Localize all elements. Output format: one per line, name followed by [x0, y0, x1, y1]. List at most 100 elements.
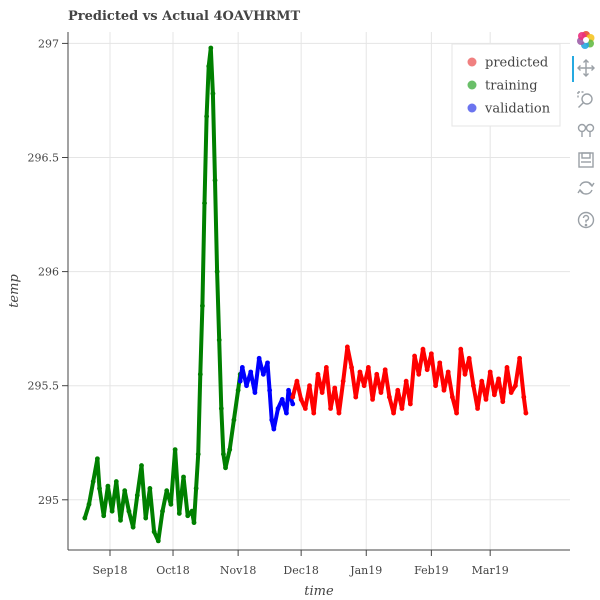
y-tick-label: 296	[38, 266, 59, 279]
point-training	[95, 456, 100, 462]
point-training	[90, 479, 96, 484]
point-training	[235, 387, 241, 393]
point-training	[214, 269, 220, 275]
point-training	[193, 485, 199, 491]
point-predicted	[523, 410, 529, 416]
point-predicted	[386, 394, 392, 400]
legend-marker-training	[467, 80, 477, 90]
point-training	[185, 513, 191, 519]
point-predicted	[353, 394, 359, 400]
point-training	[223, 465, 228, 471]
point-predicted	[307, 383, 312, 389]
point-predicted	[466, 355, 472, 361]
point-training	[218, 406, 224, 411]
y-tick-label: 295	[38, 494, 59, 507]
point-training	[155, 538, 161, 544]
point-predicted	[512, 383, 518, 389]
point-predicted	[504, 365, 510, 370]
point-training	[176, 511, 182, 516]
point-predicted	[496, 376, 501, 382]
point-predicted	[315, 371, 321, 377]
point-training	[221, 451, 226, 457]
point-validation	[248, 369, 254, 375]
point-validation	[244, 383, 249, 389]
point-predicted	[470, 383, 476, 389]
point-training	[160, 508, 165, 514]
point-training	[200, 303, 205, 309]
point-training	[172, 447, 178, 452]
point-validation	[267, 387, 273, 393]
point-predicted	[508, 390, 514, 395]
legend-label-predicted: predicted	[485, 56, 548, 71]
x-tick-label: Oct18	[156, 564, 190, 577]
box-zoom-icon[interactable]	[576, 90, 596, 110]
point-predicted	[487, 369, 493, 375]
point-training	[118, 517, 123, 523]
point-training	[126, 508, 132, 514]
point-validation	[271, 426, 277, 432]
point-predicted	[462, 371, 468, 377]
point-validation	[290, 401, 296, 407]
point-validation	[265, 360, 270, 366]
series-training	[82, 46, 243, 543]
point-training	[130, 524, 136, 530]
point-predicted	[328, 406, 333, 411]
point-training	[191, 520, 197, 526]
point-validation	[239, 365, 245, 370]
point-training	[151, 529, 157, 535]
point-predicted	[483, 396, 489, 402]
point-predicted	[319, 390, 325, 395]
point-training	[82, 515, 88, 521]
plot-series	[82, 45, 529, 544]
x-tick-label: Jan19	[349, 564, 382, 577]
point-training	[210, 91, 216, 97]
point-predicted	[357, 369, 363, 375]
point-validation	[252, 390, 258, 395]
legend-marker-validation	[467, 103, 477, 113]
save-icon[interactable]	[576, 150, 596, 170]
point-predicted	[433, 383, 438, 389]
reset-icon[interactable]	[576, 178, 596, 198]
y-tick-label: 296.5	[28, 152, 60, 165]
point-training	[134, 492, 140, 498]
point-training	[109, 508, 115, 514]
point-predicted	[323, 365, 329, 370]
point-training	[164, 488, 170, 494]
point-predicted	[294, 378, 300, 384]
help-icon[interactable]	[576, 210, 596, 230]
point-validation	[279, 396, 285, 402]
point-predicted	[336, 410, 342, 416]
point-training	[139, 463, 144, 468]
point-predicted	[500, 399, 506, 405]
bokeh-logo-icon[interactable]	[576, 30, 596, 50]
point-predicted	[374, 371, 380, 377]
point-predicted	[475, 406, 480, 411]
x-tick-label: Dec18	[283, 564, 319, 577]
point-training	[143, 515, 149, 521]
x-tick-label: Nov18	[220, 564, 256, 577]
point-training	[204, 114, 210, 119]
point-predicted	[458, 346, 464, 352]
point-training	[202, 200, 207, 206]
point-predicted	[378, 390, 384, 395]
point-validation	[275, 406, 281, 411]
point-training	[122, 488, 128, 494]
point-predicted	[370, 396, 375, 402]
point-predicted	[424, 367, 430, 373]
point-predicted	[454, 410, 459, 416]
point-predicted	[416, 371, 422, 377]
point-validation	[284, 410, 289, 416]
point-training	[197, 371, 203, 377]
point-predicted	[382, 367, 388, 373]
y-tick-label: 295.5	[28, 380, 60, 393]
wheel-zoom-icon[interactable]	[576, 120, 596, 140]
point-predicted	[428, 351, 434, 357]
point-training	[181, 474, 186, 480]
point-predicted	[391, 410, 396, 416]
point-predicted	[441, 387, 447, 393]
x-tick-label: Sep18	[92, 564, 127, 577]
point-predicted	[517, 355, 522, 361]
point-validation	[237, 378, 243, 384]
pan-icon[interactable]	[576, 58, 596, 78]
point-predicted	[332, 385, 338, 391]
